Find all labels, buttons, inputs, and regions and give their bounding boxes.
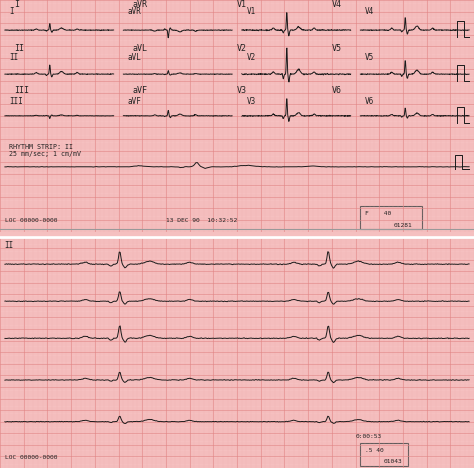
Text: I: I	[9, 7, 14, 16]
Text: II: II	[9, 53, 19, 62]
Text: V5: V5	[365, 53, 374, 62]
Text: aVR: aVR	[133, 0, 148, 9]
Text: RHYTHM STRIP: II
25 mm/sec; 1 cm/mV: RHYTHM STRIP: II 25 mm/sec; 1 cm/mV	[9, 144, 82, 157]
Text: aVL: aVL	[133, 44, 148, 53]
Text: V6: V6	[332, 86, 342, 95]
Text: V1: V1	[246, 7, 256, 16]
Text: V1: V1	[237, 0, 247, 9]
Text: II: II	[5, 241, 14, 250]
Text: F    40: F 40	[365, 212, 391, 216]
Text: 0:00:53: 0:00:53	[356, 434, 382, 439]
Text: .5 40: .5 40	[365, 448, 384, 453]
Text: 01281: 01281	[393, 223, 412, 228]
Text: V4: V4	[365, 7, 374, 16]
Text: II: II	[14, 44, 24, 53]
Text: V2: V2	[246, 53, 256, 62]
Text: aVR: aVR	[128, 7, 142, 16]
Text: V2: V2	[237, 44, 247, 53]
Text: aVF: aVF	[128, 97, 142, 106]
Text: 01043: 01043	[384, 460, 403, 464]
Text: LOC 00000-0000: LOC 00000-0000	[5, 455, 57, 460]
Text: LOC 00000-0000: LOC 00000-0000	[5, 219, 57, 223]
FancyBboxPatch shape	[360, 206, 422, 229]
Text: V3: V3	[246, 97, 256, 106]
Text: III: III	[9, 97, 23, 106]
Text: III: III	[14, 86, 29, 95]
Text: V6: V6	[365, 97, 374, 106]
Text: V4: V4	[332, 0, 342, 9]
Text: I: I	[14, 0, 19, 9]
Text: V3: V3	[237, 86, 247, 95]
FancyBboxPatch shape	[360, 443, 408, 466]
Text: aVL: aVL	[128, 53, 142, 62]
Text: aVF: aVF	[133, 86, 148, 95]
Text: 13 DEC 90  10:32:52: 13 DEC 90 10:32:52	[166, 219, 237, 223]
Text: V5: V5	[332, 44, 342, 53]
